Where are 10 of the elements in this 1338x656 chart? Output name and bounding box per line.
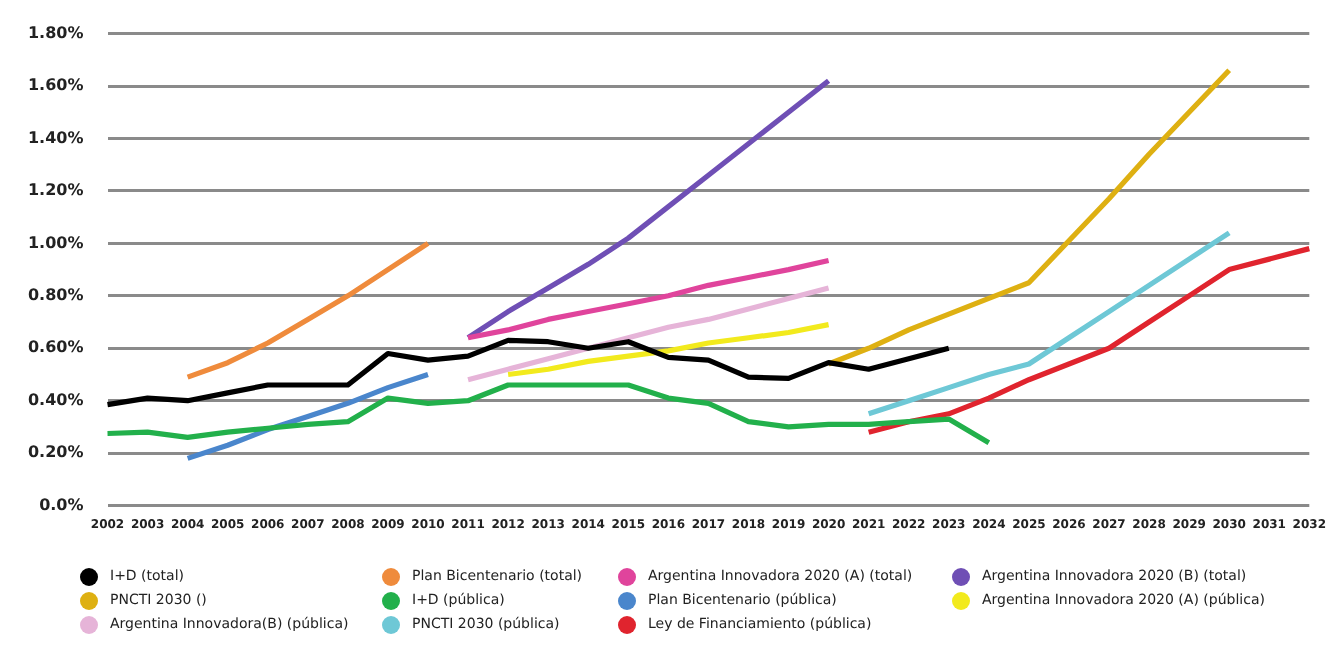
y-tick-label: 1.40% xyxy=(27,128,84,147)
y-tick-label: 1.20% xyxy=(27,181,84,200)
y-tick-label: 1.00% xyxy=(27,233,84,252)
y-tick-label: 0.40% xyxy=(27,390,84,409)
y-tick-label: 1.80% xyxy=(27,23,84,42)
y-tick-label: 0.60% xyxy=(27,338,84,357)
y-tick-label: 1.60% xyxy=(27,76,84,95)
y-tick-label: 0.0% xyxy=(39,495,84,514)
y-tick-label: 0.20% xyxy=(27,443,84,462)
y-tick-label: 0.80% xyxy=(27,285,84,304)
